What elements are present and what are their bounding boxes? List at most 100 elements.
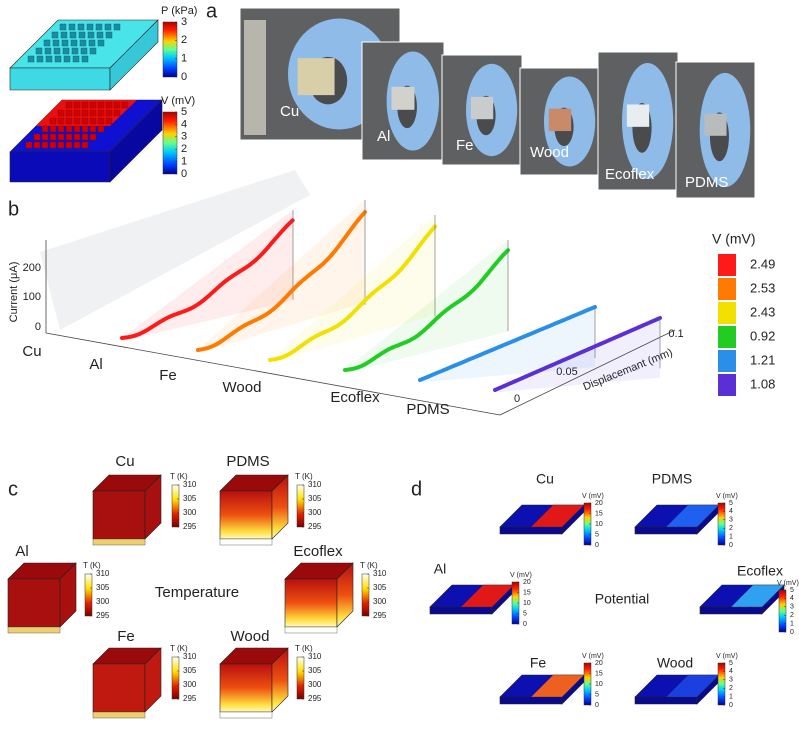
pillar [97,117,105,125]
colorbar-tick-label: 5 [595,691,599,698]
colorbar-title: P (kPa) [161,5,197,17]
colorbar-tick-label: 1 [181,53,187,65]
colorbar-tick-label: 0 [729,702,733,709]
colorbar-tick-label: 4 [790,595,794,602]
box-front [92,490,146,540]
pillar [25,141,33,149]
colorbar-tick-label: 3 [181,131,187,143]
sample [297,58,335,96]
category-label: Ecoflex [330,389,380,406]
colorbar-tick-label: 20 [595,500,603,507]
pillar [87,31,95,39]
colorbar-title: T (K) [295,472,313,481]
pillar [73,125,81,133]
colorbar-tick-label: 2 [729,525,733,532]
colorbar-tick-label: 15 [595,510,603,517]
pillar [121,101,129,109]
colorbar-tick-label: 10 [523,600,531,607]
pillar [57,141,65,149]
colorbar [717,502,726,546]
pillar [65,117,73,125]
pillar [81,133,89,141]
colorbar-tick-label: 10 [595,681,603,688]
pillar [89,117,97,125]
legend-label: 1.08 [750,376,775,391]
pillar [44,47,52,55]
pillar [80,47,88,55]
pillar [97,109,105,117]
colorbar-tick-label: 305 [183,494,197,503]
colorbar-tick-label: 300 [96,597,110,606]
colorbar-tick-label: 305 [96,583,110,592]
pillar [73,133,81,141]
colorbar-tick-label: 300 [183,508,197,517]
colorbar-tick-label: 1 [181,156,187,168]
back-plane [40,170,310,330]
pillar [57,109,65,117]
pillar [104,23,112,31]
pillar [73,101,81,109]
pillar [49,141,57,149]
pillar [51,31,59,39]
sample [704,113,727,136]
curve-plane [122,210,293,340]
pillar [68,23,76,31]
x-tick-label: 0.05 [556,366,577,378]
legend-label: 2.43 [750,304,775,319]
pillar [105,31,113,39]
pillar [105,109,113,117]
pillar [41,133,49,141]
colorbar-tick-label: 300 [308,508,322,517]
box-side [109,19,159,91]
category-label: Cu [22,343,41,360]
colorbar-tick-label: 10 [595,521,603,528]
sample [391,86,415,110]
colorbar [162,111,178,175]
legend-label: 1.21 [750,352,775,367]
material-label: Cu [536,471,554,487]
pillar [27,55,35,63]
pillar [43,39,51,47]
pillar [33,141,41,149]
pillar [88,39,96,47]
base [92,711,146,719]
colorbar-tick-label: 310 [308,480,322,489]
colorbar-tick-label: 0 [595,542,599,549]
colorbar-tick-label: 20 [595,660,603,667]
colorbar-tick-label: 20 [523,579,531,586]
colorbar-tick-label: 2 [790,612,794,619]
pillar [81,141,89,149]
pillar [41,141,49,149]
colorbar-tick-label: 5 [729,660,733,667]
curve-plane [345,240,508,372]
colorbar-tick-label: 0 [181,168,187,180]
legend-swatch [718,374,736,396]
colorbar-title: V (mV) [510,572,532,579]
photo-label: Al [377,128,390,145]
colorbar [361,573,370,617]
colorbar-tick-label: 2 [729,685,733,692]
colorbar-tick-label: 0 [790,629,794,636]
colorbar-tick-label: 5 [729,500,733,507]
curve-plane [270,215,435,362]
pillar [81,109,89,117]
pillar [113,109,121,117]
sample [626,104,650,127]
pillar [57,117,65,125]
colorbar-tick-label: 4 [729,508,733,515]
base [92,538,146,546]
pillar [89,133,97,141]
colorbar-tick-label: 300 [308,680,322,689]
photo-label: Fe [456,137,474,154]
pillar [113,23,121,31]
legend-swatch [718,350,736,372]
colorbar-tick-label: 1 [729,693,733,700]
colorbar-tick-label: 15 [595,670,603,677]
pillar [105,101,113,109]
legend-swatch [718,278,736,300]
box-front [9,151,111,183]
base [219,538,273,546]
legend-label: 0.92 [750,328,775,343]
colorbar-tick-label: 305 [308,494,322,503]
